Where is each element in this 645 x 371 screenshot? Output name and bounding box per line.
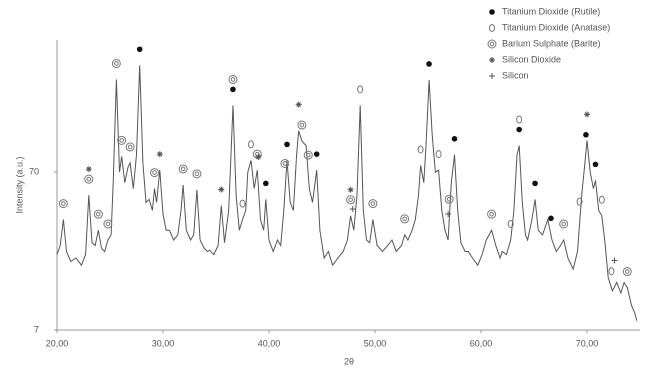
- peak-marker: [608, 267, 615, 276]
- peak-marker: [516, 126, 522, 133]
- legend-label: Barium Sulphate (Barite): [502, 38, 601, 48]
- peak-marker: [400, 214, 410, 224]
- peak-marker: [111, 58, 121, 68]
- x-axis-label: 2θ: [344, 356, 354, 366]
- peak-marker-inner: [305, 152, 311, 158]
- peak-marker: [117, 135, 127, 145]
- y-tick-label: 7: [34, 324, 39, 334]
- x-tick-label: 60,00: [470, 338, 493, 348]
- peak-marker: [295, 101, 302, 108]
- peak-marker-inner: [152, 170, 157, 175]
- peak-marker: [357, 85, 364, 94]
- peak-marker-inner: [299, 122, 305, 128]
- peak-marker: [559, 219, 569, 229]
- peak-marker: [228, 74, 238, 84]
- peak-marker-inner: [119, 138, 124, 143]
- legend-symbol-inner: [489, 41, 495, 47]
- peak-marker: [303, 150, 313, 160]
- peak-marker-inner: [282, 161, 288, 166]
- x-tick-label: 50,00: [364, 338, 387, 348]
- peak-marker: [313, 151, 320, 157]
- peak-marker: [598, 195, 605, 204]
- legend-symbol: [489, 57, 495, 63]
- x-tick-label: 70,00: [576, 338, 599, 348]
- peak-marker-inner: [624, 269, 630, 274]
- peak-marker-inner: [370, 201, 376, 206]
- peak-marker-inner: [61, 201, 66, 206]
- legend-symbol: [487, 39, 497, 49]
- peak-marker-inner: [489, 211, 494, 217]
- peak-marker-inner: [446, 196, 452, 202]
- y-axis-label: Intensity (a.u.): [14, 156, 24, 213]
- peak-marker: [347, 186, 354, 193]
- peak-marker: [368, 199, 378, 209]
- peak-marker: [611, 257, 618, 264]
- legend-label: Titanium Dioxide (Rutile): [502, 6, 600, 16]
- peak-marker-inner: [127, 144, 133, 150]
- peak-marker: [103, 219, 113, 229]
- peak-marker: [125, 142, 135, 152]
- peak-marker: [218, 186, 225, 193]
- legend-symbol: [489, 24, 495, 32]
- peak-marker: [156, 151, 163, 158]
- peak-marker: [247, 140, 254, 149]
- peak-marker: [297, 120, 307, 130]
- x-tick-label: 40,00: [258, 338, 281, 348]
- peak-marker: [417, 145, 424, 154]
- peak-marker: [592, 161, 599, 168]
- peak-marker-inner: [561, 221, 566, 227]
- peak-marker: [280, 158, 290, 168]
- peak-marker: [576, 197, 583, 206]
- peak-marker: [230, 86, 236, 93]
- legend-label: Silicon Dioxide: [502, 54, 561, 64]
- peak-marker: [445, 210, 452, 217]
- peak-marker-inner: [230, 77, 236, 82]
- peak-marker: [487, 209, 497, 219]
- peak-marker: [85, 166, 92, 173]
- peak-marker: [349, 206, 356, 213]
- peak-marker: [93, 209, 103, 219]
- legend-label: Titanium Dioxide (Anatase): [502, 22, 610, 32]
- peak-marker: [284, 141, 290, 148]
- peak-marker: [136, 46, 143, 53]
- peak-marker-inner: [96, 211, 101, 217]
- peak-marker: [451, 136, 458, 142]
- peak-marker-inner: [402, 216, 407, 222]
- peak-marker: [435, 150, 442, 159]
- peak-marker: [583, 131, 589, 138]
- peak-marker-inner: [114, 61, 119, 66]
- peak-marker-inner: [105, 221, 111, 227]
- peak-marker: [263, 180, 269, 187]
- y-tick-label: 70: [29, 166, 39, 176]
- peak-marker-inner: [348, 197, 353, 203]
- peak-marker-inner: [194, 171, 200, 177]
- peak-marker: [255, 154, 262, 161]
- x-tick-label: 20,00: [46, 338, 69, 348]
- peak-marker: [548, 215, 554, 222]
- peak-marker: [239, 199, 246, 208]
- legend-symbol: [489, 9, 495, 15]
- spectrum-line: [56, 65, 638, 321]
- legend-label: Silicon: [502, 70, 529, 80]
- peak-marker-inner: [86, 176, 92, 182]
- legend-symbol: [489, 73, 495, 79]
- peak-marker: [516, 115, 523, 124]
- peak-marker: [584, 111, 590, 118]
- peak-marker: [58, 199, 68, 209]
- peak-marker: [150, 168, 160, 178]
- peak-marker: [444, 194, 454, 204]
- peak-marker: [346, 195, 356, 205]
- peak-marker: [84, 174, 94, 184]
- x-tick-label: 30,00: [152, 338, 175, 348]
- peak-marker: [426, 61, 432, 67]
- peak-marker-inner: [180, 166, 186, 172]
- peak-marker: [532, 180, 538, 187]
- peak-marker: [178, 164, 188, 174]
- peak-marker: [192, 169, 202, 179]
- peak-marker: [622, 267, 632, 277]
- peak-marker: [507, 219, 514, 228]
